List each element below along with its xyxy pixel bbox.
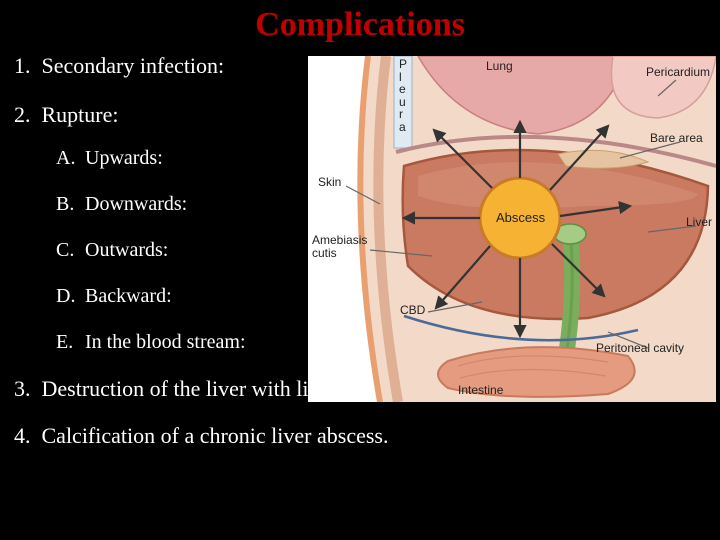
- item-3-num: 3.: [14, 375, 36, 404]
- sub-b-let: B.: [56, 191, 80, 217]
- item-4-text: Calcification of a chronic liver abscess…: [42, 423, 389, 448]
- page-title: Complications: [0, 0, 720, 52]
- label-pericardium: Pericardium: [646, 66, 710, 79]
- sub-c-let: C.: [56, 237, 80, 263]
- label-bare-area: Bare area: [650, 132, 703, 145]
- label-cbd: CBD: [400, 304, 425, 317]
- item-1-text: Secondary infection:: [42, 53, 225, 78]
- item-4: 4. Calcification of a chronic liver absc…: [14, 422, 720, 451]
- sub-d-let: D.: [56, 283, 80, 309]
- label-peritoneal: Peritoneal cavity: [596, 342, 684, 355]
- label-amebiasis: Amebiasis cutis: [312, 234, 367, 259]
- label-lung: Lung: [486, 60, 513, 73]
- sub-b-text: Downwards:: [85, 193, 187, 215]
- label-abscess: Abscess: [496, 211, 545, 225]
- anatomy-diagram: P l e u r a Lung Pericardium Skin Amebia…: [308, 56, 716, 402]
- item-4-num: 4.: [14, 422, 36, 451]
- sub-d-text: Backward:: [85, 285, 172, 307]
- sub-a-let: A.: [56, 145, 80, 171]
- item-2-text: Rupture:: [42, 102, 119, 127]
- sub-a-text: Upwards:: [85, 147, 163, 169]
- sub-c-text: Outwards:: [85, 239, 168, 261]
- sub-e-text: In the blood stream:: [85, 331, 246, 353]
- label-pleura: P l e u r a: [399, 58, 407, 134]
- label-skin: Skin: [318, 176, 341, 189]
- label-intestine: Intestine: [458, 384, 503, 397]
- sub-e-let: E.: [56, 329, 80, 355]
- label-liver: Liver: [686, 216, 712, 229]
- item-1-num: 1.: [14, 52, 36, 81]
- item-2-num: 2.: [14, 101, 36, 130]
